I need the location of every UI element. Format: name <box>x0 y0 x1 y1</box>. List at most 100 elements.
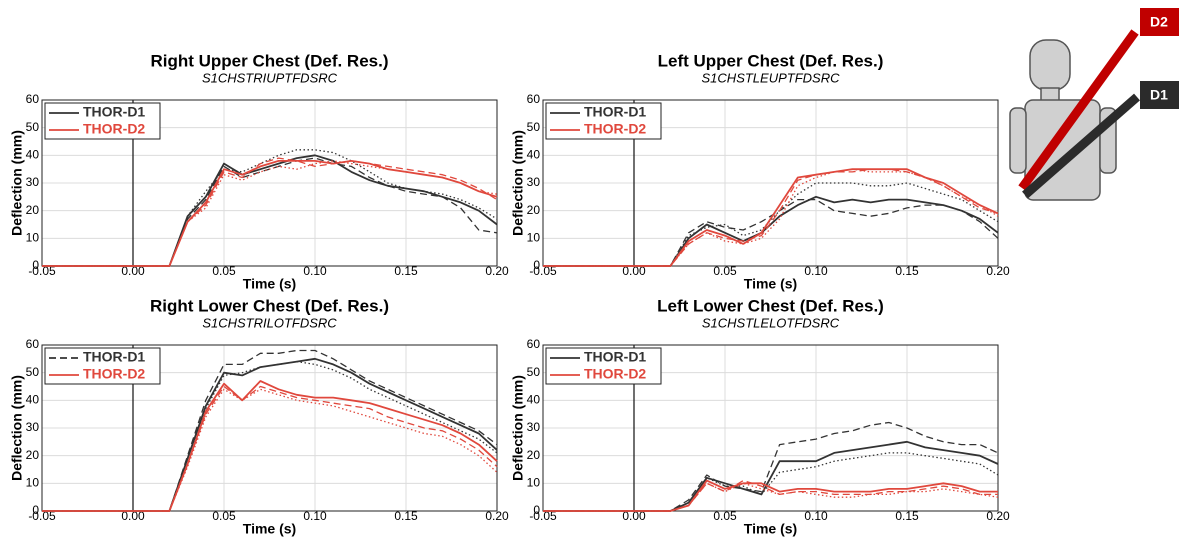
data-line <box>543 168 999 267</box>
belt-d1 <box>1022 93 1140 199</box>
data-line <box>42 388 498 512</box>
x-tick-label: 0.20 <box>485 264 509 278</box>
chart-subtitle: S1CHSTRILOTFDSRC <box>202 315 337 330</box>
data-line <box>42 380 498 512</box>
plot-frame <box>41 344 498 512</box>
x-tick-label: -0.05 <box>28 264 56 278</box>
y-tick-label: 60 <box>527 92 541 106</box>
data-line <box>543 482 999 512</box>
y-tick-label: 30 <box>527 420 541 434</box>
diagram-label: D2 <box>1150 14 1168 30</box>
x-tick-label: 0.15 <box>895 509 919 523</box>
data-line <box>543 195 999 267</box>
data-line <box>42 160 498 267</box>
y-tick-label: 40 <box>527 148 541 162</box>
y-axis-label: Deflection (mm) <box>510 130 526 236</box>
legend-label: THOR-D2 <box>584 366 646 382</box>
y-tick-label: 30 <box>26 175 40 189</box>
chart-subtitle: S1CHSTLELOTFDSRC <box>702 315 840 330</box>
x-tick-label: 0.15 <box>394 509 418 523</box>
dummy-head <box>1029 39 1071 91</box>
legend-label: THOR-D1 <box>83 349 145 365</box>
y-tick-label: 30 <box>26 420 40 434</box>
diagram-label: D1 <box>1150 87 1168 103</box>
y-tick-label: 40 <box>26 148 40 162</box>
x-tick-label: -0.05 <box>28 509 56 523</box>
legend-label: THOR-D1 <box>83 104 145 120</box>
label-box <box>1140 8 1179 36</box>
y-tick-label: 30 <box>527 175 541 189</box>
x-axis-label: Time (s) <box>243 276 296 292</box>
y-tick-label: 50 <box>527 120 541 134</box>
x-tick-label: 0.00 <box>622 264 646 278</box>
data-line <box>42 349 498 512</box>
y-tick-label: 50 <box>26 365 40 379</box>
x-axis-label: Time (s) <box>744 521 797 537</box>
x-tick-label: 0.10 <box>303 264 327 278</box>
x-tick-label: 0.20 <box>485 509 509 523</box>
y-tick-label: 60 <box>26 337 40 351</box>
x-tick-label: 0.10 <box>804 264 828 278</box>
y-tick-label: 0 <box>32 503 39 517</box>
y-tick-label: 60 <box>527 337 541 351</box>
x-tick-label: 0.15 <box>895 264 919 278</box>
y-tick-label: 10 <box>527 231 541 245</box>
data-line <box>42 157 498 267</box>
belt-d2 <box>1018 29 1139 191</box>
x-tick-label: 0.20 <box>986 509 1010 523</box>
data-line <box>42 149 498 267</box>
x-tick-label: 0.00 <box>121 509 145 523</box>
x-tick-label: -0.05 <box>529 264 557 278</box>
plot-frame <box>41 99 498 267</box>
y-tick-label: 20 <box>527 203 541 217</box>
y-axis-label: Deflection (mm) <box>9 130 25 236</box>
data-line <box>42 385 498 512</box>
data-line <box>543 479 998 512</box>
data-line <box>543 198 999 267</box>
x-tick-label: 0.05 <box>212 264 236 278</box>
x-tick-label: -0.05 <box>529 509 557 523</box>
label-box <box>1140 81 1179 109</box>
legend-box <box>545 347 662 385</box>
data-line <box>543 421 999 512</box>
legend-label: THOR-D1 <box>584 349 646 365</box>
x-tick-label: 0.10 <box>804 509 828 523</box>
dummy-arm <box>1009 107 1027 174</box>
x-tick-label: 0.00 <box>121 264 145 278</box>
data-line <box>42 157 498 267</box>
y-tick-label: 10 <box>26 476 40 490</box>
x-tick-label: 0.15 <box>394 264 418 278</box>
data-line <box>543 182 999 267</box>
x-axis-label: Time (s) <box>744 276 797 292</box>
y-tick-label: 20 <box>26 203 40 217</box>
data-line <box>543 168 999 267</box>
y-tick-label: 0 <box>32 258 39 272</box>
y-tick-label: 0 <box>533 258 540 272</box>
y-tick-label: 0 <box>533 503 540 517</box>
plot-frame <box>542 344 999 512</box>
legend-box <box>44 347 161 385</box>
chart-title: Left Upper Chest (Def. Res.) <box>658 51 884 70</box>
plot-frame <box>542 99 999 267</box>
data-line <box>543 440 999 512</box>
data-line <box>42 360 498 512</box>
y-tick-label: 50 <box>26 120 40 134</box>
y-tick-label: 40 <box>527 393 541 407</box>
data-line <box>543 479 998 512</box>
dummy-diagram: D2 D1 <box>1009 8 1179 201</box>
y-axis-label: Deflection (mm) <box>510 375 526 481</box>
x-tick-label: 0.05 <box>212 509 236 523</box>
y-tick-label: 20 <box>26 448 40 462</box>
y-tick-label: 20 <box>527 448 541 462</box>
y-tick-label: 60 <box>26 92 40 106</box>
x-tick-label: 0.10 <box>303 509 327 523</box>
legend-label: THOR-D2 <box>83 121 145 137</box>
y-tick-label: 40 <box>26 393 40 407</box>
legend-box <box>545 102 662 140</box>
legend-label: THOR-D1 <box>584 104 646 120</box>
legend-label: THOR-D2 <box>83 366 145 382</box>
x-tick-label: 0.05 <box>713 264 737 278</box>
x-tick-label: 0.20 <box>986 264 1010 278</box>
y-tick-label: 10 <box>26 231 40 245</box>
